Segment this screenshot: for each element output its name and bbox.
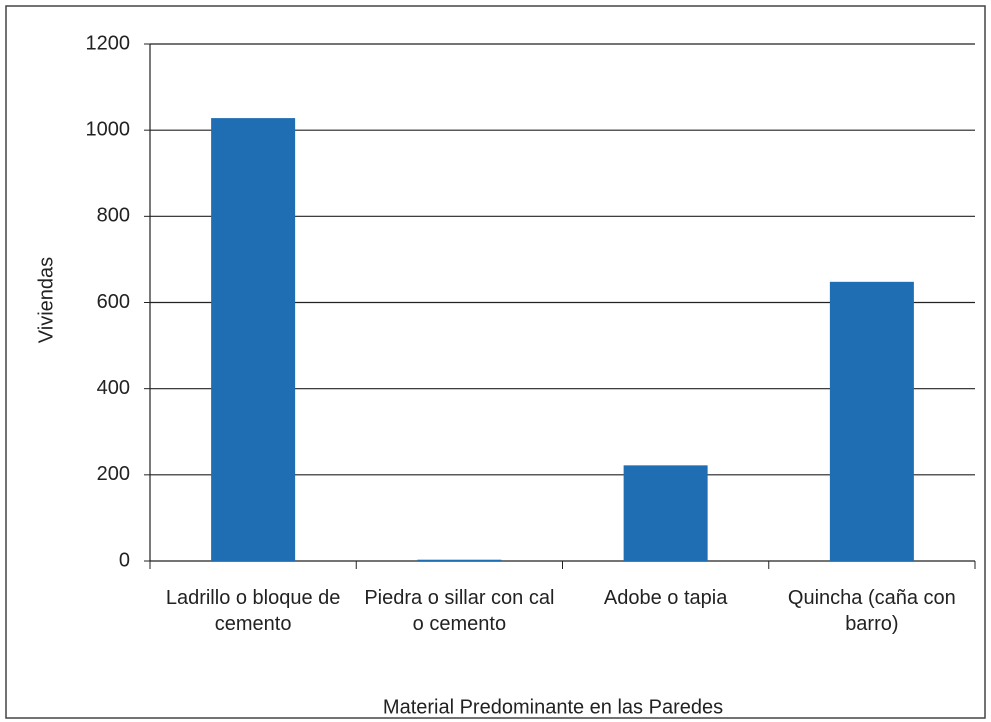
y-tick-label: 1200 (86, 32, 131, 54)
bar (623, 465, 708, 561)
y-tick-label: 1000 (86, 118, 131, 140)
frame (5, 5, 986, 719)
x-axis-title: Material Predominante en las Paredes (383, 696, 723, 718)
x-tick-label: Adobe o tapia (603, 587, 728, 609)
x-tick-label: Quincha (caña con barro) (787, 587, 956, 635)
x-tick-label: Ladrillo o bloque de cemento (165, 587, 341, 635)
bar (829, 281, 914, 561)
y-tick-label: 200 (97, 463, 130, 485)
y-tick-label: 800 (97, 205, 130, 227)
y-tick-label: 600 (97, 291, 130, 313)
y-tick-label: 400 (97, 377, 130, 399)
bar (417, 559, 502, 561)
bar (211, 118, 296, 561)
y-tick-label: 0 (119, 549, 130, 571)
y-axis-title: Viviendas (35, 257, 57, 343)
x-tick-label: Piedra o sillar con cal o cemento (364, 587, 555, 635)
